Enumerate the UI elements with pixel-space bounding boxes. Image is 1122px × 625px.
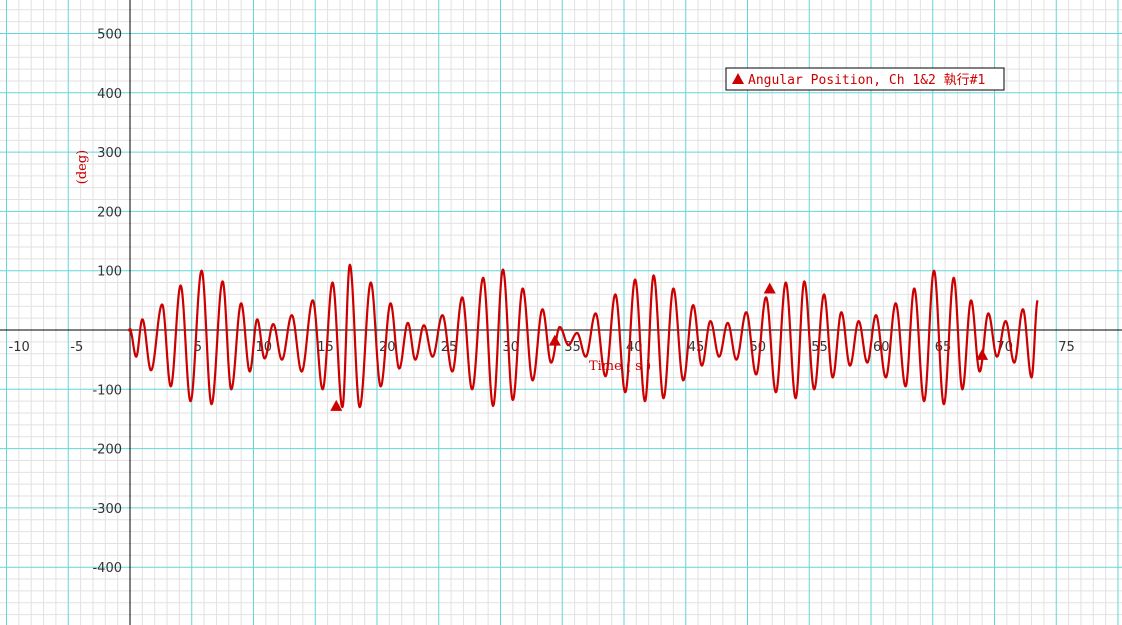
legend-label: Angular Position, Ch 1&2 執行#1 (748, 72, 985, 88)
marker-layer (330, 282, 989, 411)
x-tick-label: 30 (503, 340, 520, 355)
x-tick-label: -10 (9, 340, 30, 355)
legend-triangle-icon (732, 73, 744, 84)
series-layer (128, 263, 1039, 409)
x-tick-label: 20 (379, 340, 396, 355)
series-line (129, 263, 1039, 409)
y-tick-label: -200 (92, 443, 122, 458)
x-tick-label: -5 (70, 340, 83, 355)
y-tick-labels: 500 400 300 200 100 -100 -200 -300 -400 (92, 28, 122, 577)
x-tick-label: 5 (194, 340, 202, 355)
y-tick-label: 300 (97, 146, 122, 161)
legend[interactable]: Angular Position, Ch 1&2 執行#1 (725, 67, 1005, 91)
x-tick-label: 25 (441, 340, 458, 355)
y-tick-label: 400 (97, 87, 122, 102)
y-tick-label: 500 (97, 28, 122, 43)
y-tick-label: -300 (92, 502, 122, 517)
x-tick-label: 50 (750, 340, 767, 355)
legend-box (725, 67, 1005, 91)
series-triangle-marker (976, 348, 989, 360)
series-triangle-marker (330, 399, 343, 411)
series-triangle-marker (763, 282, 776, 294)
y-tick-label: -400 (92, 561, 122, 576)
y-tick-label: 200 (97, 205, 122, 220)
x-tick-label: 75 (1058, 340, 1075, 355)
y-tick-label: 100 (97, 265, 122, 280)
x-tick-label: 15 (317, 340, 334, 355)
y-axis-title: (deg) (75, 150, 90, 184)
x-tick-label: 45 (688, 340, 705, 355)
series-triangle-marker (548, 334, 561, 346)
y-tick-label: -100 (92, 383, 122, 398)
series-point (128, 328, 132, 332)
